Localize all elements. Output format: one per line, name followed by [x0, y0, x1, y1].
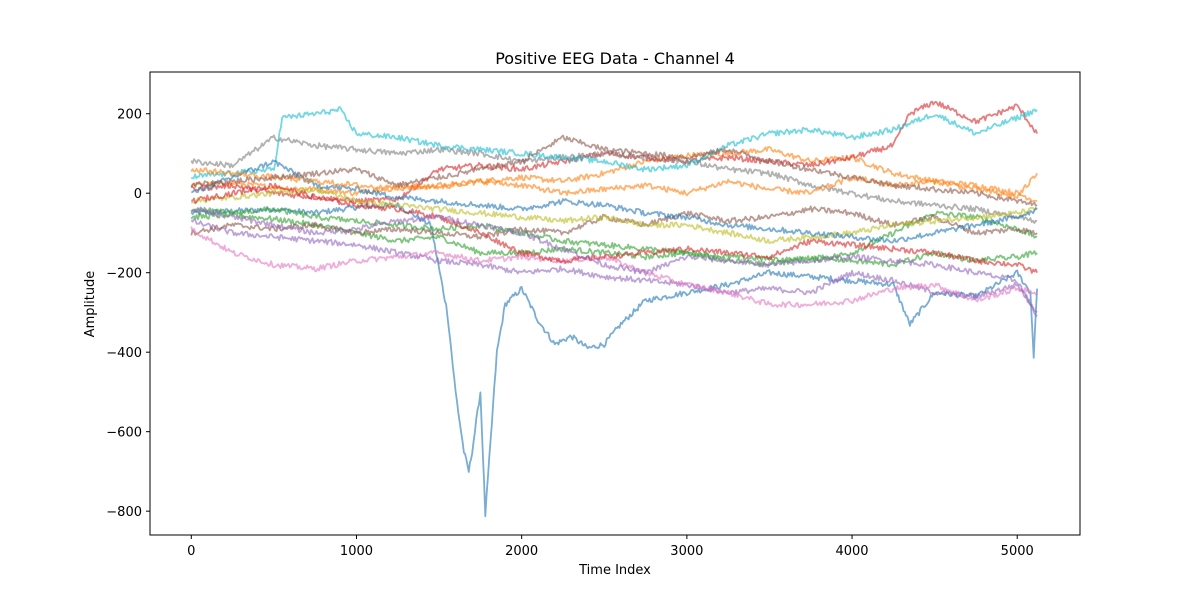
series-line-11	[191, 159, 1038, 244]
x-tick-label: 3000	[670, 544, 703, 559]
x-tick-label: 5000	[1001, 544, 1034, 559]
series-line-8	[190, 134, 1038, 224]
y-tick-label: −400	[106, 346, 142, 361]
y-axis-ticks: −800 −600 −400 −200 0 200	[106, 108, 150, 520]
y-tick-label: −200	[106, 267, 142, 282]
y-tick-label: −800	[106, 505, 142, 520]
series-line-13	[190, 206, 1038, 268]
x-axis-label: Time Index	[578, 563, 651, 578]
x-tick-label: 2000	[505, 544, 538, 559]
y-tick-label: −600	[106, 426, 142, 441]
series-line-15	[190, 207, 1038, 318]
chart-title: Positive EEG Data - Channel 4	[495, 49, 735, 68]
y-axis-label: Amplitude	[83, 271, 98, 338]
series-line-10	[190, 106, 1038, 180]
series-line-12	[190, 167, 1038, 200]
series-line-14	[191, 182, 1038, 274]
x-tick-label: 4000	[835, 544, 868, 559]
series-line-7	[190, 226, 1038, 309]
series-line-9	[190, 186, 1038, 244]
series-line-5	[190, 218, 1038, 314]
series-line-3	[190, 210, 1038, 264]
y-tick-label: 200	[117, 108, 142, 123]
series-layer	[190, 100, 1038, 518]
y-tick-label: 0	[134, 187, 142, 202]
x-tick-label: 0	[187, 544, 195, 559]
series-line-1	[190, 202, 1038, 518]
x-tick-label: 1000	[340, 544, 373, 559]
x-axis-ticks: 0 1000 2000 3000 4000 5000	[187, 535, 1034, 559]
plot-frame	[149, 71, 1081, 536]
series-line-16	[190, 134, 1038, 207]
